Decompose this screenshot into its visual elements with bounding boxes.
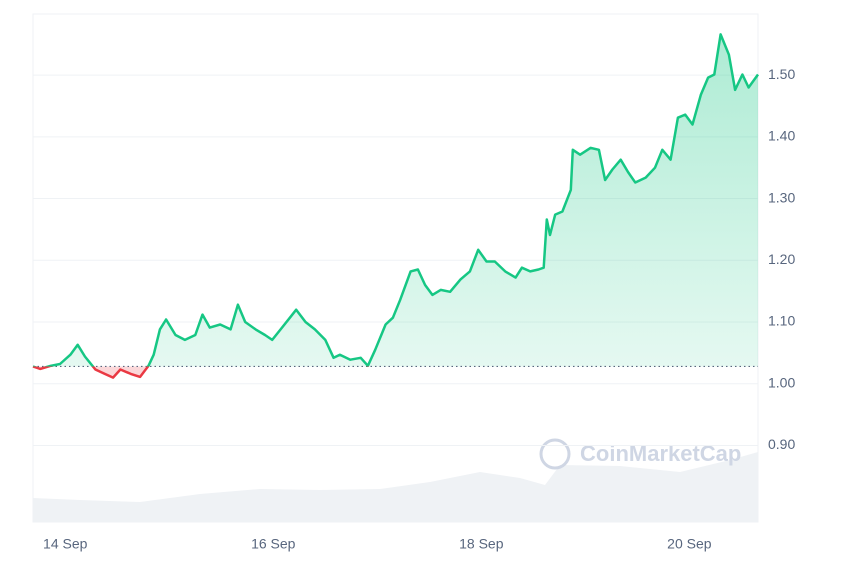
watermark-text: CoinMarketCap [580,441,741,466]
x-tick-label: 16 Sep [251,536,296,552]
x-tick-label: 20 Sep [667,536,712,552]
x-tick-label: 14 Sep [43,536,88,552]
area-down [33,366,758,378]
y-tick-label: 1.10 [768,313,795,329]
area-up [48,34,758,367]
y-tick-label: 1.20 [768,251,795,267]
y-tick-label: 1.30 [768,189,795,205]
y-tick-label: 1.00 [768,374,795,390]
y-tick-label: 1.40 [768,128,795,144]
y-tick-label: 0.90 [768,436,795,452]
price-line-up [33,33,760,367]
x-tick-label: 18 Sep [459,536,504,552]
y-tick-label: 1.50 [768,66,795,82]
watermark-logo [539,438,571,470]
volume-area [33,452,758,522]
watermark: CoinMarketCap [539,438,741,470]
